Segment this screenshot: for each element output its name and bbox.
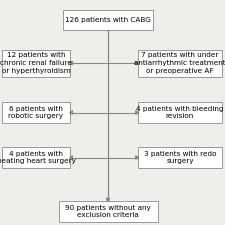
Polygon shape	[70, 156, 72, 159]
FancyBboxPatch shape	[2, 147, 70, 168]
Text: 126 patients with CABG: 126 patients with CABG	[65, 17, 151, 23]
FancyBboxPatch shape	[2, 102, 70, 123]
FancyBboxPatch shape	[63, 10, 153, 30]
FancyBboxPatch shape	[58, 201, 158, 222]
Text: 4 patients with
beating heart surgery: 4 patients with beating heart surgery	[0, 151, 75, 164]
Polygon shape	[136, 156, 138, 159]
Polygon shape	[106, 198, 110, 201]
FancyBboxPatch shape	[2, 50, 70, 76]
FancyBboxPatch shape	[138, 50, 222, 76]
Text: 90 patients without any
exclusion criteria: 90 patients without any exclusion criter…	[65, 205, 151, 218]
FancyBboxPatch shape	[138, 102, 222, 123]
FancyBboxPatch shape	[138, 147, 222, 168]
Polygon shape	[70, 111, 72, 114]
Text: 4 patients with bleeding
revision: 4 patients with bleeding revision	[136, 106, 224, 119]
Polygon shape	[136, 111, 138, 114]
Polygon shape	[136, 61, 138, 65]
Text: 6 patients with
robotic surgery: 6 patients with robotic surgery	[9, 106, 63, 119]
Text: 7 patients with under
antiarrhythmic treatment
or preoperative AF: 7 patients with under antiarrhythmic tre…	[134, 52, 225, 74]
Polygon shape	[70, 61, 72, 65]
Text: 12 patients with
chronic renal failure
or hyperthyroidism: 12 patients with chronic renal failure o…	[0, 52, 72, 74]
Text: 3 patients with redo
surgery: 3 patients with redo surgery	[144, 151, 216, 164]
